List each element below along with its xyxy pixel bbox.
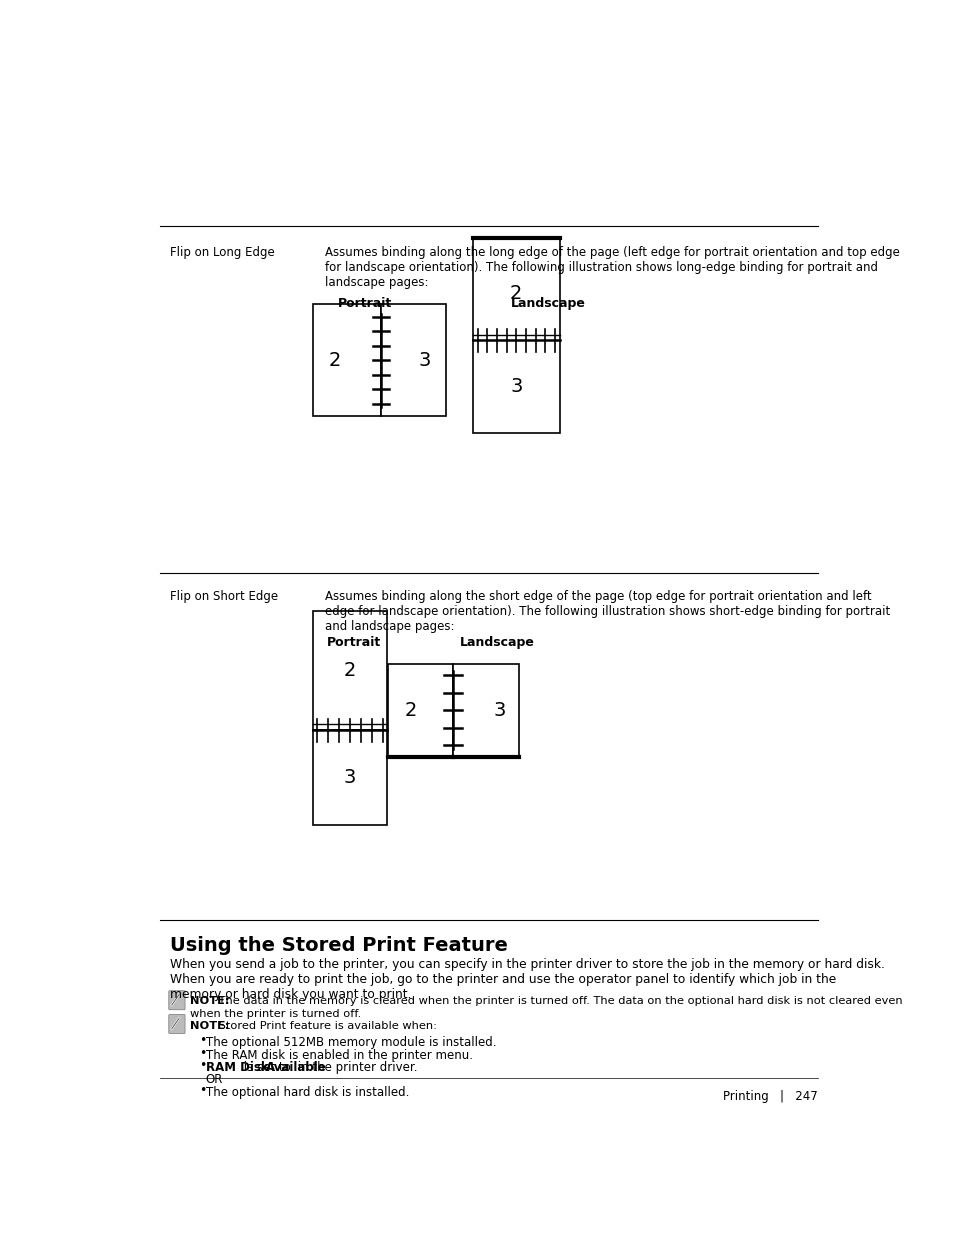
Text: Portrait: Portrait [337,298,392,310]
Text: The optional 512MB memory module is installed.: The optional 512MB memory module is inst… [206,1036,496,1050]
Bar [453,663,518,757]
Text: 2: 2 [404,700,416,720]
Text: OR: OR [206,1073,223,1087]
Text: •: • [199,1060,206,1072]
Text: Landscape: Landscape [460,636,535,650]
Bar [313,730,387,825]
Text: •: • [199,1047,206,1060]
Text: The data in the memory is cleared when the printer is turned off. The data on th: The data in the memory is cleared when t… [214,997,902,1007]
Bar [387,663,453,757]
Text: Using the Stored Print Feature: Using the Stored Print Feature [170,936,507,955]
Text: Portrait: Portrait [327,636,381,650]
Bar [313,304,380,416]
Text: Available: Available [266,1061,327,1074]
Text: Stored Print feature is available when:: Stored Print feature is available when: [214,1021,436,1031]
FancyBboxPatch shape [169,1014,185,1034]
Text: is set to: is set to [239,1061,294,1074]
Text: 3: 3 [493,700,505,720]
Text: The optional hard disk is installed.: The optional hard disk is installed. [206,1086,409,1099]
Bar [313,611,387,730]
Text: NOTE:: NOTE: [190,997,230,1007]
Text: 2: 2 [343,661,355,680]
Text: Assumes binding along the short edge of the page (top edge for portrait orientat: Assumes binding along the short edge of … [324,590,889,634]
Text: Flip on Short Edge: Flip on Short Edge [170,590,277,604]
Text: Printing   |   247: Printing | 247 [721,1089,817,1103]
Text: when the printer is turned off.: when the printer is turned off. [190,1009,361,1019]
Text: RAM Disk: RAM Disk [206,1061,268,1074]
Text: The RAM disk is enabled in the printer menu.: The RAM disk is enabled in the printer m… [206,1049,473,1062]
Text: •: • [199,1035,206,1047]
Text: •: • [199,1084,206,1097]
Text: Landscape: Landscape [510,298,585,310]
Text: in the printer driver.: in the printer driver. [294,1061,416,1074]
Text: 2: 2 [510,284,522,304]
Bar [472,237,559,433]
Text: When you send a job to the printer, you can specify in the printer driver to sto: When you send a job to the printer, you … [170,958,883,1002]
Text: 2: 2 [328,351,340,369]
Text: 3: 3 [510,378,522,396]
Text: 3: 3 [418,351,431,369]
Text: 3: 3 [343,768,355,787]
Text: Assumes binding along the long edge of the page (left edge for portrait orientat: Assumes binding along the long edge of t… [324,246,899,289]
Text: NOTE:: NOTE: [190,1021,230,1031]
FancyBboxPatch shape [169,990,185,1010]
Text: Flip on Long Edge: Flip on Long Edge [170,246,274,259]
Bar [380,304,445,416]
